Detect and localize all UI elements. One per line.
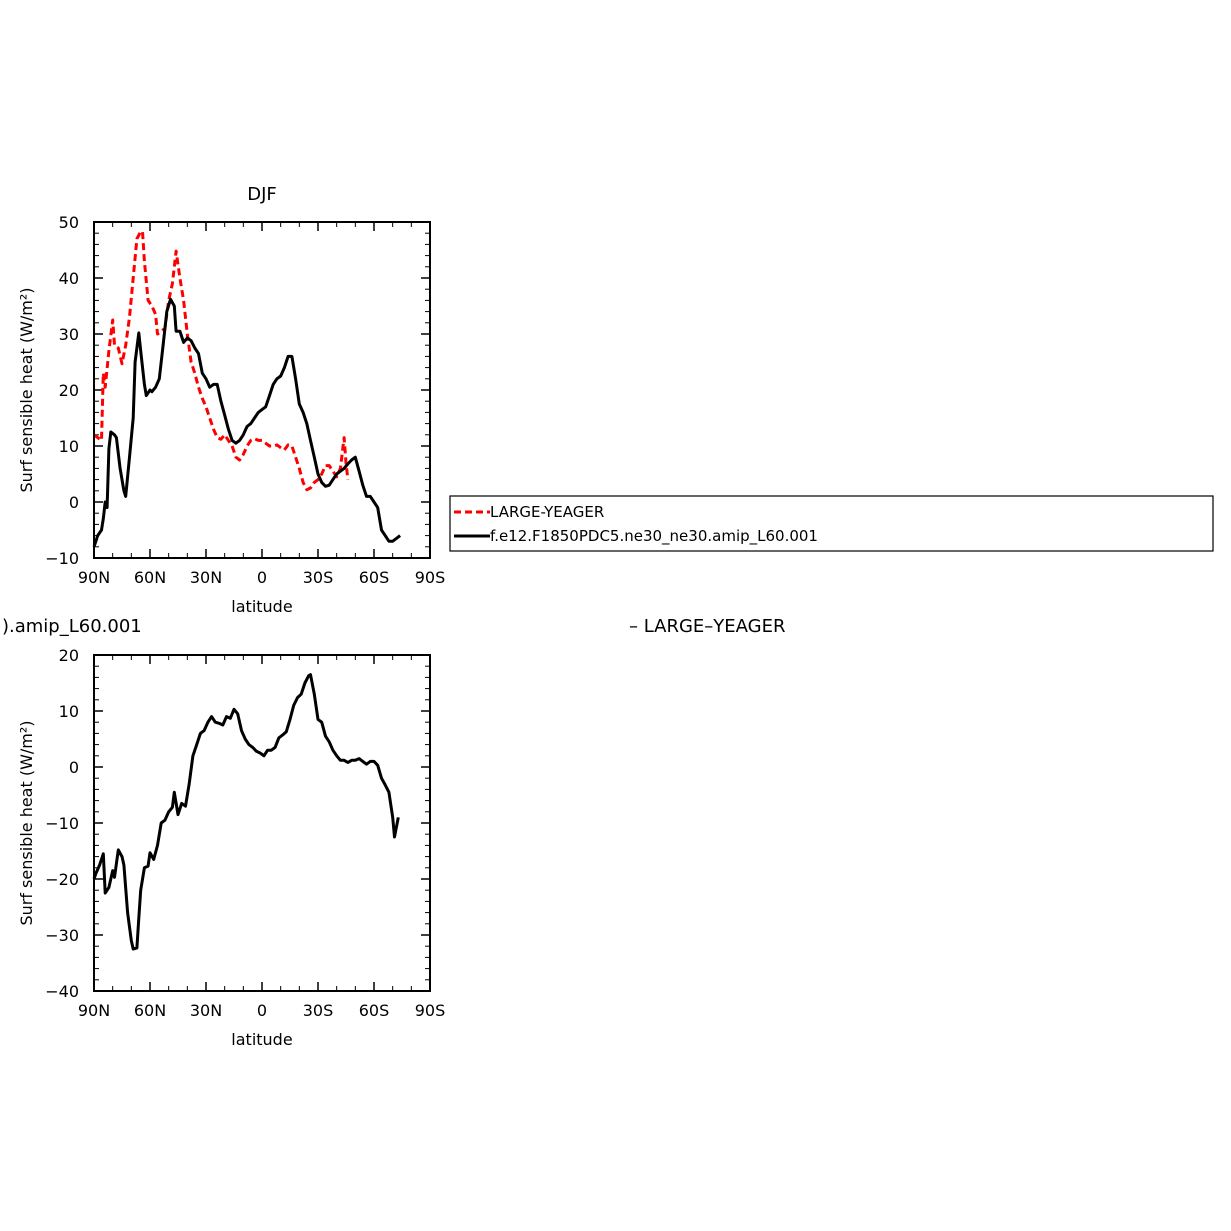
legend-label-model: f.e12.F1850PDC5.ne30_ne30.amip_L60.001: [490, 527, 818, 546]
series-group: [92, 673, 400, 951]
x-tick-label: 30N: [190, 568, 222, 587]
legend: LARGE-YEAGER f.e12.F1850PDC5.ne30_ne30.a…: [449, 495, 1214, 552]
legend-box: [449, 495, 1214, 552]
series-line-1: [92, 297, 402, 548]
y-tick-label: −30: [45, 926, 79, 945]
axis-ticks: 90N 60N 30N 0 30S 60S 90S −10 0 10 20 30 40 50: [45, 213, 445, 587]
y-tick-label: 20: [59, 646, 79, 665]
plot-frame: [93, 654, 431, 992]
x-tick-label: 60S: [359, 1001, 390, 1020]
x-tick-label: 60N: [134, 568, 166, 587]
plot-frame: [93, 221, 431, 559]
y-tick-label: 30: [59, 325, 79, 344]
x-tick-label: 0: [257, 1001, 267, 1020]
y-tick-label: 0: [69, 493, 79, 512]
panel-djf: DJF Surf sensible heat (W/m²) latitude 9…: [17, 184, 445, 616]
y-tick-label: −10: [45, 814, 79, 833]
y-tick-label: 10: [59, 437, 79, 456]
y-axis-label: Surf sensible heat (W/m²): [17, 287, 36, 492]
y-axis-label: Surf sensible heat (W/m²): [17, 720, 36, 925]
panel-difference: ).amip_L60.001 – LARGE–YEAGER Surf sensi…: [2, 616, 786, 1049]
axis-ticks: 90N 60N 30N 0 30S 60S 90S −40 −30 −20 −10 0 10 20: [45, 646, 445, 1020]
x-tick-label: 90S: [415, 568, 446, 587]
y-tick-label: 50: [59, 213, 79, 232]
title-fragment-right: – LARGE–YEAGER: [629, 616, 786, 637]
x-tick-label: 90N: [78, 568, 110, 587]
x-tick-label: 30S: [303, 1001, 334, 1020]
y-tick-label: 10: [59, 702, 79, 721]
y-tick-label: −20: [45, 870, 79, 889]
y-tick-label: 20: [59, 381, 79, 400]
x-axis-label: latitude: [231, 597, 292, 616]
x-tick-label: 90S: [415, 1001, 446, 1020]
chart-title: DJF: [247, 184, 277, 205]
series-line-0: [93, 230, 350, 492]
y-tick-label: −40: [45, 982, 79, 1001]
x-tick-label: 60S: [359, 568, 390, 587]
title-fragment-left: ).amip_L60.001: [2, 616, 142, 637]
y-tick-label: −10: [45, 549, 79, 568]
x-tick-label: 30N: [190, 1001, 222, 1020]
x-tick-label: 60N: [134, 1001, 166, 1020]
series-group: [92, 230, 402, 548]
x-tick-label: 90N: [78, 1001, 110, 1020]
x-axis-label: latitude: [231, 1030, 292, 1049]
series-line-0: [92, 673, 400, 951]
x-tick-label: 0: [257, 568, 267, 587]
y-tick-label: 40: [59, 269, 79, 288]
x-tick-label: 30S: [303, 568, 334, 587]
legend-label-large-yeager: LARGE-YEAGER: [490, 503, 604, 521]
y-tick-label: 0: [69, 758, 79, 777]
